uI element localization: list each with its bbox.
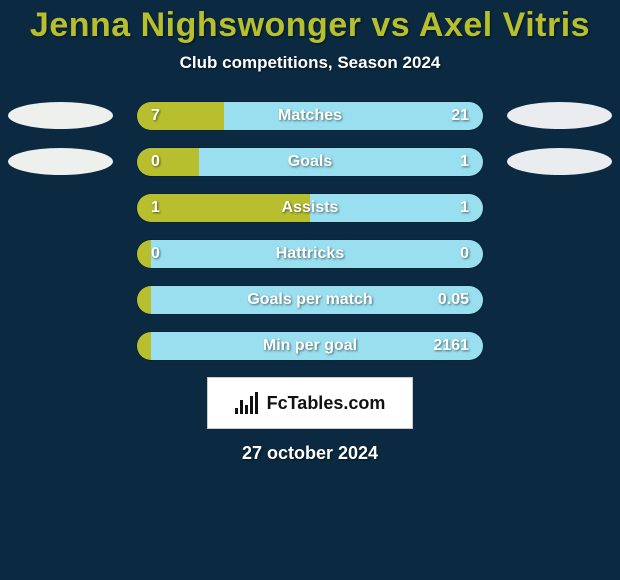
date-label: 27 october 2024 bbox=[0, 443, 620, 464]
bar-overlay: 7Matches21 bbox=[137, 102, 483, 130]
stat-value-right: 1 bbox=[460, 199, 469, 217]
page-title: Jenna Nighswonger vs Axel Vitris bbox=[0, 6, 620, 45]
stat-value-left: 7 bbox=[151, 107, 160, 125]
stat-label: Assists bbox=[137, 199, 483, 217]
bar-overlay: 0Hattricks0 bbox=[137, 240, 483, 268]
stat-bar: Min per goal2161 bbox=[136, 331, 484, 361]
infographic: Jenna Nighswonger vs Axel Vitris Club co… bbox=[0, 0, 620, 580]
stat-rows: 7Matches210Goals11Assists10Hattricks0Goa… bbox=[0, 101, 620, 361]
stat-bar: Goals per match0.05 bbox=[136, 285, 484, 315]
stat-bar: 0Hattricks0 bbox=[136, 239, 484, 269]
bars-icon bbox=[235, 392, 261, 414]
player-badge-left bbox=[8, 148, 113, 175]
stat-value-right: 0 bbox=[460, 245, 469, 263]
player-badge-left bbox=[8, 102, 113, 129]
stat-bar: 0Goals1 bbox=[136, 147, 484, 177]
stat-row: 1Assists1 bbox=[0, 193, 620, 223]
stat-row: 7Matches21 bbox=[0, 101, 620, 131]
stat-row: Goals per match0.05 bbox=[0, 285, 620, 315]
stat-value-left: 0 bbox=[151, 153, 160, 171]
bar-overlay: Min per goal2161 bbox=[137, 332, 483, 360]
bar-overlay: 1Assists1 bbox=[137, 194, 483, 222]
bar-overlay: 0Goals1 bbox=[137, 148, 483, 176]
stat-value-right: 1 bbox=[460, 153, 469, 171]
subtitle: Club competitions, Season 2024 bbox=[0, 53, 620, 73]
player-badge-right bbox=[507, 102, 612, 129]
stat-label: Matches bbox=[137, 107, 483, 125]
stat-value-left: 0 bbox=[151, 245, 160, 263]
stat-row: Min per goal2161 bbox=[0, 331, 620, 361]
stat-label: Goals per match bbox=[137, 291, 483, 309]
stat-row: 0Goals1 bbox=[0, 147, 620, 177]
player-badge-right bbox=[507, 148, 612, 175]
brand-text: FcTables.com bbox=[267, 393, 386, 414]
stat-row: 0Hattricks0 bbox=[0, 239, 620, 269]
stat-label: Goals bbox=[137, 153, 483, 171]
stat-bar: 1Assists1 bbox=[136, 193, 484, 223]
stat-bar: 7Matches21 bbox=[136, 101, 484, 131]
stat-value-right: 0.05 bbox=[438, 291, 469, 309]
bar-overlay: Goals per match0.05 bbox=[137, 286, 483, 314]
stat-value-right: 21 bbox=[451, 107, 469, 125]
stat-value-left: 1 bbox=[151, 199, 160, 217]
brand-strip: FcTables.com bbox=[207, 377, 413, 429]
stat-label: Min per goal bbox=[137, 337, 483, 355]
stat-label: Hattricks bbox=[137, 245, 483, 263]
stat-value-right: 2161 bbox=[433, 337, 469, 355]
